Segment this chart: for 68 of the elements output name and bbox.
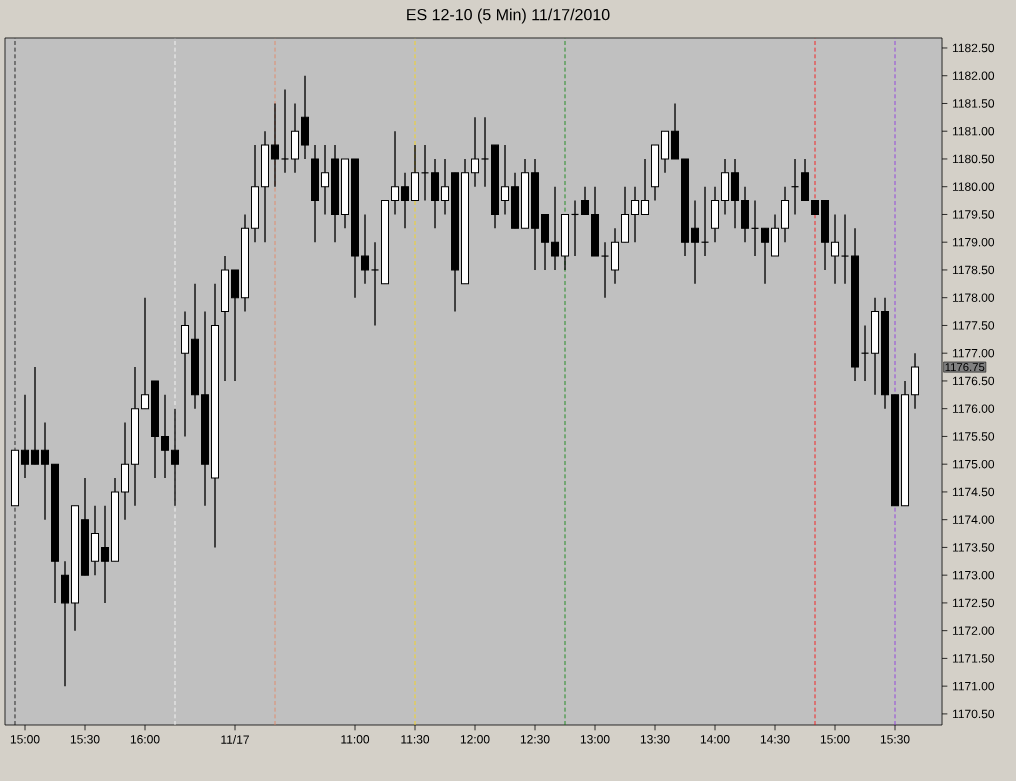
text: 1176.75 <box>945 363 985 372</box>
x-tick-label: 15:00 <box>10 735 40 744</box>
candlestick <box>41 421 49 521</box>
y-tick-label: 1171.00 <box>952 681 995 691</box>
x-tick-label: 12:30 <box>520 735 550 744</box>
candlestick <box>171 408 179 507</box>
candlestick <box>831 213 840 285</box>
y-tick-label: 1181.00 <box>952 126 995 136</box>
candlestick <box>840 213 850 285</box>
y-tick-label: 1174.50 <box>952 487 995 497</box>
y-tick-label: 1180.50 <box>952 154 995 164</box>
y-tick-label: 1182.50 <box>952 43 995 53</box>
y-tick-label: 1173.00 <box>952 570 995 580</box>
candlestick <box>21 394 29 479</box>
y-tick-label: 1178.50 <box>952 265 995 275</box>
candlestick <box>471 116 480 188</box>
x-tick-label: 12:00 <box>460 735 490 744</box>
y-tick-label: 1174.00 <box>952 515 995 524</box>
candlestick <box>271 102 280 188</box>
candlestick <box>761 227 770 285</box>
candlestick <box>101 505 109 604</box>
x-tick-label: 11/17 <box>221 735 249 744</box>
candlestick <box>551 186 560 271</box>
x-tick-label: 11:00 <box>341 735 370 744</box>
y-tick-label: 1175.00 <box>952 459 995 469</box>
candlestick <box>501 144 510 216</box>
candlestick <box>361 213 370 285</box>
candlestick <box>401 172 410 229</box>
candlestick <box>161 394 170 479</box>
y-tick-label: 1176.50 <box>952 376 995 386</box>
y-tick-label: 1172.00 <box>952 626 995 635</box>
candlestick <box>600 241 610 299</box>
x-tick-label: 13:30 <box>640 735 670 744</box>
x-tick-label: 16:00 <box>130 735 160 744</box>
candlestick <box>631 186 640 243</box>
y-tick-label: 1180.00 <box>952 182 995 191</box>
candlestick <box>31 366 39 465</box>
candlestick <box>141 297 149 410</box>
chart-title: ES 12-10 (5 Min) 11/17/2010 <box>407 8 610 24</box>
x-tick-label: 15:30 <box>70 735 100 744</box>
candlestick <box>581 186 590 216</box>
candlestick <box>691 199 700 285</box>
y-tick-label: 1170.50 <box>952 709 995 719</box>
y-tick-label: 1179.00 <box>952 237 995 247</box>
candlestick <box>321 144 329 216</box>
y-tick-label: 1179.50 <box>952 210 995 219</box>
candlestick <box>641 158 650 216</box>
candlestick <box>441 158 450 216</box>
candlestick <box>280 88 290 174</box>
x-tick-label: 14:30 <box>760 735 790 744</box>
x-tick-label: 14:00 <box>700 735 730 744</box>
y-tick-label: 1177.50 <box>952 321 995 330</box>
y-tick-label: 1175.50 <box>952 432 995 441</box>
y-tick-label: 1178.00 <box>952 293 995 302</box>
y-tick-label: 1182.00 <box>952 71 995 80</box>
candlestick <box>391 130 400 216</box>
y-tick-label: 1176.00 <box>952 404 995 413</box>
y-tick-label: 1171.50 <box>952 654 995 663</box>
x-tick-label: 15:30 <box>880 735 910 744</box>
y-tick-label: 1172.50 <box>952 598 995 608</box>
y-tick-label: 1177.00 <box>952 348 995 358</box>
y-tick-label: 1181.50 <box>952 99 995 108</box>
y-tick-label: 1173.50 <box>952 543 995 552</box>
x-tick-label: 11:30 <box>401 735 430 744</box>
candlestick <box>480 116 490 188</box>
x-tick-label: 15:00 <box>820 735 850 744</box>
x-tick-label: 13:00 <box>580 735 610 744</box>
candlestick <box>370 241 380 327</box>
